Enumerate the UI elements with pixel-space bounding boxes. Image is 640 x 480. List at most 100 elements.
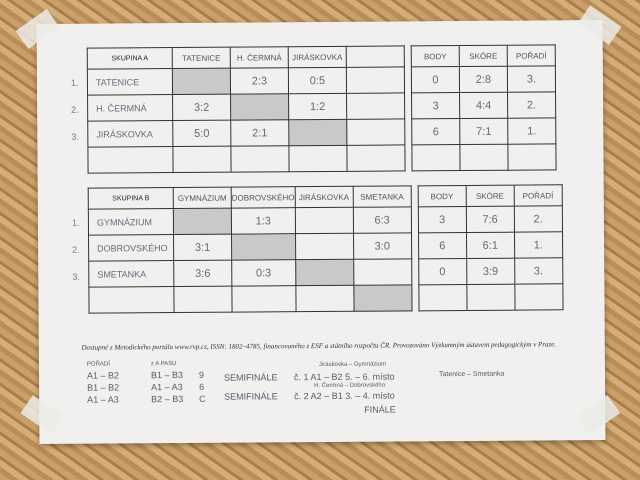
final-label: FINÁLE <box>364 404 396 415</box>
semi1-label: SEMIFINÁLE <box>223 372 278 383</box>
footer-note: Dostupné z Metodického portálu www.rvp.c… <box>81 340 557 352</box>
table-row: JIRÁSKOVKA 5:0 2:1 6 7:1 1. <box>87 117 556 148</box>
circled-mark: 6 <box>199 381 205 392</box>
group-label: z A PASU <box>150 361 177 368</box>
match-result <box>230 145 290 173</box>
match-result: 3:2 <box>172 94 231 121</box>
skore-cell: 2:8 <box>459 66 508 93</box>
poradi-cell <box>507 143 557 171</box>
poradi-cell: 3. <box>507 65 556 93</box>
skore-cell <box>459 144 509 171</box>
team-name: SMETANKA <box>88 260 174 288</box>
tape <box>576 395 621 436</box>
body-cell: 3 <box>411 92 460 119</box>
team-name: TATENICE <box>87 68 173 96</box>
skore-cell: 6:1 <box>466 232 515 259</box>
column-header: JIRÁSKOVKA <box>288 46 347 68</box>
group-a-table: SKUPINA A TATENICE H. ČERMNÁ JIRÁSKOVKA BODY… <box>87 44 557 174</box>
tape <box>20 395 65 435</box>
match-result <box>295 259 354 286</box>
row-number: 1. <box>70 77 79 88</box>
body-cell: 0 <box>418 258 467 285</box>
match-result <box>231 285 296 313</box>
match-result: 1:2 <box>288 93 347 120</box>
table-row: H. ČERMNÁ 3:2 1:2 3 4:4 2. <box>87 91 556 122</box>
team-name <box>88 286 175 314</box>
match-result: 0:5 <box>288 67 347 94</box>
team-name: H. ČERMNÁ <box>87 94 173 122</box>
stat-header: SKÓRE <box>465 185 515 207</box>
row-number: 2. <box>72 244 80 255</box>
match-result: 3:0 <box>353 232 412 260</box>
match-result: 3:1 <box>173 234 232 261</box>
circled-mark: 9 <box>198 369 205 380</box>
group-a-table-wrap: SKUPINA A TATENICE H. ČERMNÁ JIRÁSKOVKA BODY… <box>37 20 603 174</box>
match-result <box>346 144 406 172</box>
body-cell: 0 <box>411 66 460 93</box>
match-result: 0:3 <box>231 259 296 287</box>
match-result <box>288 119 347 146</box>
match-result <box>231 233 296 261</box>
order-line: B1 – B2 <box>87 382 120 393</box>
team-name <box>87 146 174 174</box>
team-name: GYMNÁZIUM <box>88 208 174 236</box>
skore-cell <box>466 284 515 311</box>
row-number: 3. <box>72 271 80 282</box>
body-cell <box>418 284 467 311</box>
match-result: 3:6 <box>173 260 232 287</box>
table-row <box>88 283 563 314</box>
match-result <box>172 146 232 173</box>
semi2-label: SEMIFINÁLE <box>224 391 278 402</box>
group-b-table-wrap: SKUPINA B GYMNÁZIUM DOBROVSKÉHO JIRÁSKOVKA S… <box>37 20 603 314</box>
group-b-table: SKUPINA B GYMNÁZIUM DOBROVSKÉHO JIRÁSKOVKA S… <box>88 184 564 314</box>
semi2-teams: H. Čermná – Dobrovského <box>314 382 386 390</box>
match-result <box>173 286 233 313</box>
tape <box>577 5 622 45</box>
group-line: B1 – B3 <box>150 369 184 381</box>
poradi-cell: 1. <box>507 117 556 145</box>
poradi-cell: 3. <box>514 257 563 285</box>
match-result <box>295 285 354 312</box>
tape <box>15 9 60 49</box>
semi1-teams: Jiráskovka – Gymnázium <box>318 361 386 369</box>
semi1-text: č. 1 A1 – B2 5. – 6. místo <box>293 371 395 383</box>
group-title: SKUPINA A <box>87 47 173 70</box>
team-name: JIRÁSKOVKA <box>87 120 173 148</box>
order-label: POŘADÍ <box>86 361 110 368</box>
match-result: 5:0 <box>172 120 231 147</box>
match-result <box>295 233 354 260</box>
column-header: SMETANKA <box>352 185 412 208</box>
group-line: B2 – B3 <box>151 393 184 405</box>
match-result: 1:3 <box>231 207 296 235</box>
order-lines: A1 – B2 B1 – B2 A1 – A3 <box>87 369 119 405</box>
column-header: DOBROVSKÉHO <box>231 186 296 209</box>
match-result <box>172 68 231 95</box>
match-result <box>346 66 405 94</box>
match-result: 6:3 <box>353 206 412 234</box>
table-row: GYMNÁZIUM 1:3 6:3 3 7:6 2. <box>88 205 563 236</box>
match-result <box>295 207 354 234</box>
order-line: A1 – A3 <box>87 394 119 405</box>
match-result <box>346 118 405 146</box>
match-result <box>230 93 289 121</box>
skore-cell: 7:1 <box>459 118 508 145</box>
match-result: 2:1 <box>230 119 289 147</box>
poradi-cell: 1. <box>514 231 563 259</box>
match-result: 2:3 <box>230 67 289 95</box>
row-number: 2. <box>71 104 79 115</box>
circled-marks: 9 6 C <box>199 369 206 405</box>
circled-mark: C <box>199 393 206 404</box>
body-cell: 6 <box>411 118 460 145</box>
column-header: GYMNÁZIUM <box>173 187 232 209</box>
body-cell <box>411 144 461 171</box>
group-line: A1 – A3 <box>151 381 183 393</box>
stat-header: SKÓRE <box>459 45 508 67</box>
table-row <box>87 143 557 174</box>
row-number: 3. <box>71 131 79 142</box>
table-row: SMETANKA 3:6 0:3 0 3:9 3. <box>88 257 563 288</box>
body-cell: 3 <box>418 206 467 233</box>
group-lines: B1 – B3 A1 – A3 B2 – B3 <box>151 369 183 405</box>
match-result <box>173 208 232 235</box>
body-cell: 6 <box>418 232 467 259</box>
row-number: 1. <box>71 217 80 228</box>
